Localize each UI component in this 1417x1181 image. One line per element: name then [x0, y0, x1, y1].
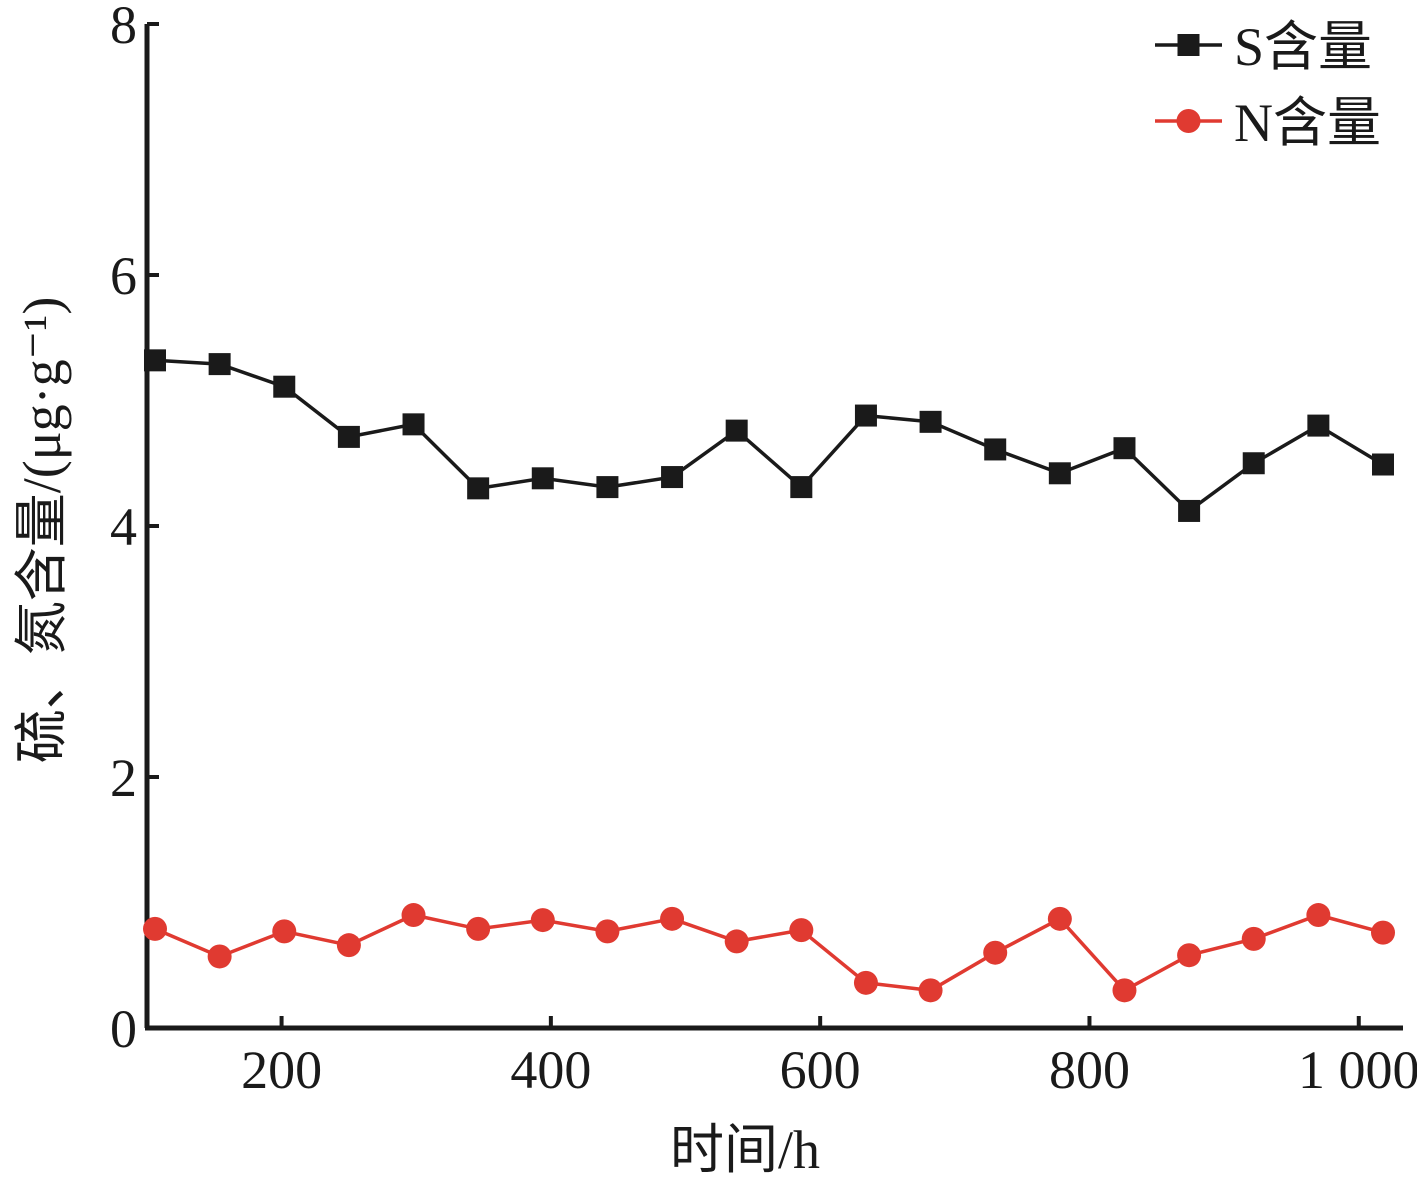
data-point-s [1178, 499, 1201, 522]
data-point-s [402, 413, 425, 436]
y-axis-title: 硫、氮含量/(μg·g⁻¹) [12, 297, 72, 764]
y-tick-label: 8 [110, 0, 137, 55]
data-point-n [1177, 943, 1202, 968]
data-point-s [984, 438, 1007, 461]
data-point-s [1307, 414, 1330, 437]
x-tick-label: 600 [780, 1040, 861, 1100]
data-point-s [208, 353, 231, 376]
data-point-n [143, 916, 167, 941]
y-tick-label: 0 [110, 999, 137, 1059]
data-point-n [1371, 920, 1395, 945]
x-tick-label: 800 [1049, 1040, 1130, 1100]
legend: S含量 N含量 [1155, 17, 1381, 153]
data-point-s [1242, 452, 1265, 475]
data-point-s [596, 476, 619, 499]
data-point-s [661, 466, 684, 489]
legend-marker-square [1177, 34, 1200, 56]
data-point-n [660, 906, 685, 931]
data-point-n [1112, 978, 1137, 1003]
data-point-s [790, 476, 813, 499]
data-point-s [273, 375, 296, 398]
data-point-n [401, 903, 426, 928]
data-point-n [530, 908, 555, 933]
x-tick-label: 200 [241, 1040, 322, 1100]
axes: 0 2 4 6 8 200 400 600 800 1 000 [110, 0, 1417, 1100]
data-point-n [983, 940, 1008, 965]
data-point-n [595, 919, 620, 944]
data-point-n [789, 918, 814, 943]
x-axis-title: 时间/h [670, 1120, 820, 1180]
legend-marker-circle [1176, 109, 1201, 133]
legend-label-1: S含量 [1234, 17, 1372, 77]
data-point-s [144, 349, 166, 372]
data-point-s [467, 477, 490, 500]
data-point-n [724, 929, 749, 954]
data-point-s [1113, 437, 1136, 460]
data-point-s [854, 404, 877, 427]
data-point-s [1048, 462, 1071, 485]
data-point-s [1372, 453, 1394, 476]
data-point-n [336, 933, 361, 958]
data-point-n [466, 916, 491, 941]
x-tick-label: 1 000 [1298, 1040, 1417, 1100]
data-point-n [207, 944, 232, 969]
legend-label-2: N含量 [1234, 93, 1381, 153]
data-point-s [531, 467, 554, 490]
data-point-n [1047, 906, 1072, 931]
data-point-s [337, 425, 360, 448]
data-point-n [272, 919, 297, 944]
data-point-n [1306, 903, 1331, 928]
x-tick-label: 400 [510, 1040, 591, 1100]
data-point-s [725, 419, 748, 442]
data-point-n [918, 978, 943, 1003]
data-point-n [853, 970, 878, 995]
data-point-n [1241, 926, 1266, 951]
plot-area [143, 349, 1395, 1003]
y-tick-label: 6 [110, 246, 137, 306]
y-tick-label: 4 [110, 497, 137, 557]
data-point-s [919, 410, 942, 433]
y-tick-label: 2 [110, 748, 137, 808]
